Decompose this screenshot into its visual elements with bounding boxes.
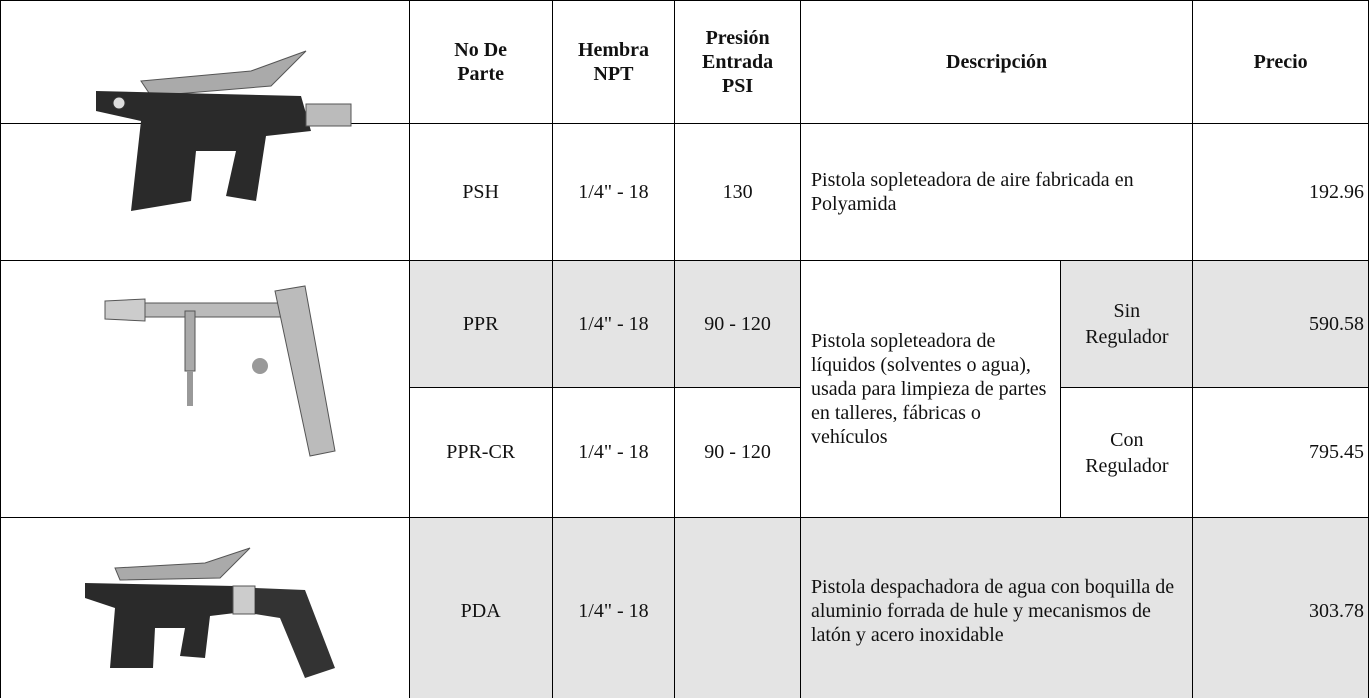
image-cell	[0, 50, 410, 261]
blow-gun-image	[96, 50, 352, 211]
variant: Sin Regulador	[1060, 259, 1194, 389]
header: Precio	[1192, 0, 1369, 124]
price: 590.58	[1192, 259, 1369, 389]
npt: 1/4" - 18	[551, 259, 676, 389]
description: Pistola despachadora de agua con boquill…	[799, 517, 1194, 698]
row: PDA 1/4" - 18 Pistola despachadora de ag…	[0, 517, 1369, 698]
psi: 90 - 120	[674, 259, 801, 389]
price: 303.78	[1192, 517, 1369, 698]
header-text: Presión Entrada PSI	[702, 27, 774, 97]
header: Descripción	[799, 0, 1194, 124]
header-row: No De Parte Hembra NPT Presión Entrada P…	[0, 0, 1369, 124]
header-text: Hembra NPT	[577, 39, 650, 85]
psi	[674, 517, 801, 698]
part-number: PDA	[408, 517, 553, 698]
part-number: PSH	[408, 123, 553, 261]
image-cell	[0, 517, 410, 698]
row: PPR-CR 1/4" - 18 90 - 120 Con Regulador …	[1, 387, 1369, 518]
header: No De Parte	[408, 0, 553, 124]
header-text: No De Parte	[454, 39, 508, 85]
row: PSH 1/4" - 18 130 Pistola sopleteadora d…	[0, 50, 1369, 261]
image-cell	[0, 260, 410, 518]
npt: 1/4" - 18	[551, 387, 676, 518]
part-number: PPR	[408, 259, 553, 389]
variant: Con Regulador	[1060, 387, 1194, 518]
water-gun-image	[84, 547, 335, 678]
description: Pistola sopleteadora de aire fabricada e…	[799, 123, 1194, 261]
price: 192.96	[1192, 123, 1369, 261]
header: Hembra NPT	[551, 0, 676, 124]
header: Presión Entrada PSI	[674, 0, 801, 124]
npt: 1/4" - 18	[551, 517, 676, 698]
part-number: PPR-CR	[408, 387, 553, 518]
price: 795.45	[1192, 387, 1369, 518]
row: PPR 1/4" - 18 90 - 120 Pistola sopletead…	[0, 259, 1369, 518]
psi: 90 - 120	[674, 387, 801, 518]
liquid-gun-image	[104, 285, 336, 457]
psi: 130	[674, 123, 801, 261]
description: Pistola sopleteadora de líquidos (solven…	[799, 260, 1062, 518]
npt: 1/4" - 18	[551, 123, 676, 261]
